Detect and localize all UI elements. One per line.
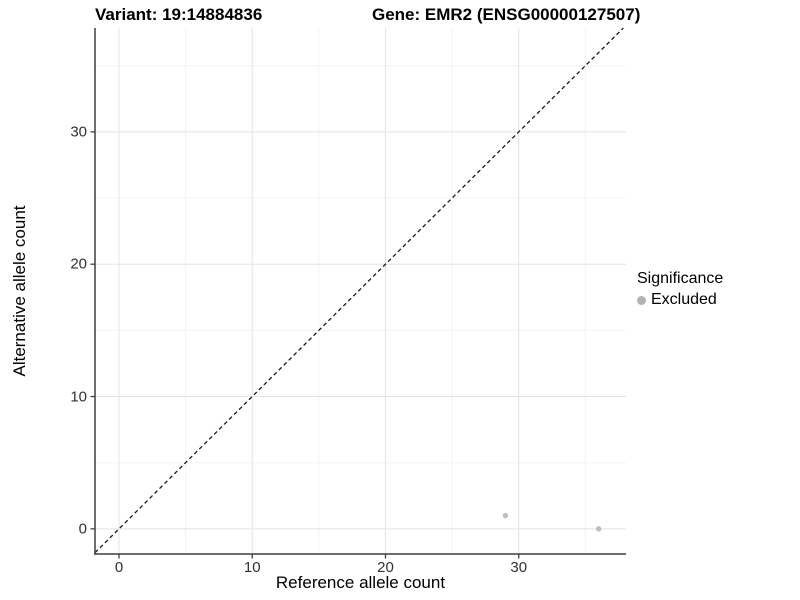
data-point (595, 526, 602, 532)
y-tick-label: 0 (78, 520, 87, 538)
x-tick-label: 20 (377, 559, 394, 576)
legend-title: Significance (637, 270, 724, 287)
identity-reference-line (94, 27, 624, 554)
x-axis-label: Reference allele count (275, 573, 446, 592)
y-tick-label: 30 (70, 123, 87, 141)
x-tick-label: 0 (114, 559, 124, 576)
y-tick-label: 10 (70, 388, 87, 406)
legend-entries: Excluded (637, 291, 723, 309)
x-tick-label: 30 (510, 559, 528, 576)
plot-title-variant: Variant: 19:14884836 (95, 5, 263, 24)
legend-key-dot-icon (637, 295, 646, 305)
plot-title-gene: Gene: EMR2 (ENSG00000127507) (372, 5, 641, 24)
legend: Significance Excluded (637, 270, 723, 309)
y-tick-label: 20 (70, 255, 87, 273)
y-axis-label: Alternative allele count (10, 205, 29, 377)
legend-entry: Excluded (637, 291, 723, 309)
data-point (502, 512, 509, 519)
legend-entry-label: Excluded (651, 291, 717, 308)
x-tick-label: 10 (243, 559, 261, 576)
